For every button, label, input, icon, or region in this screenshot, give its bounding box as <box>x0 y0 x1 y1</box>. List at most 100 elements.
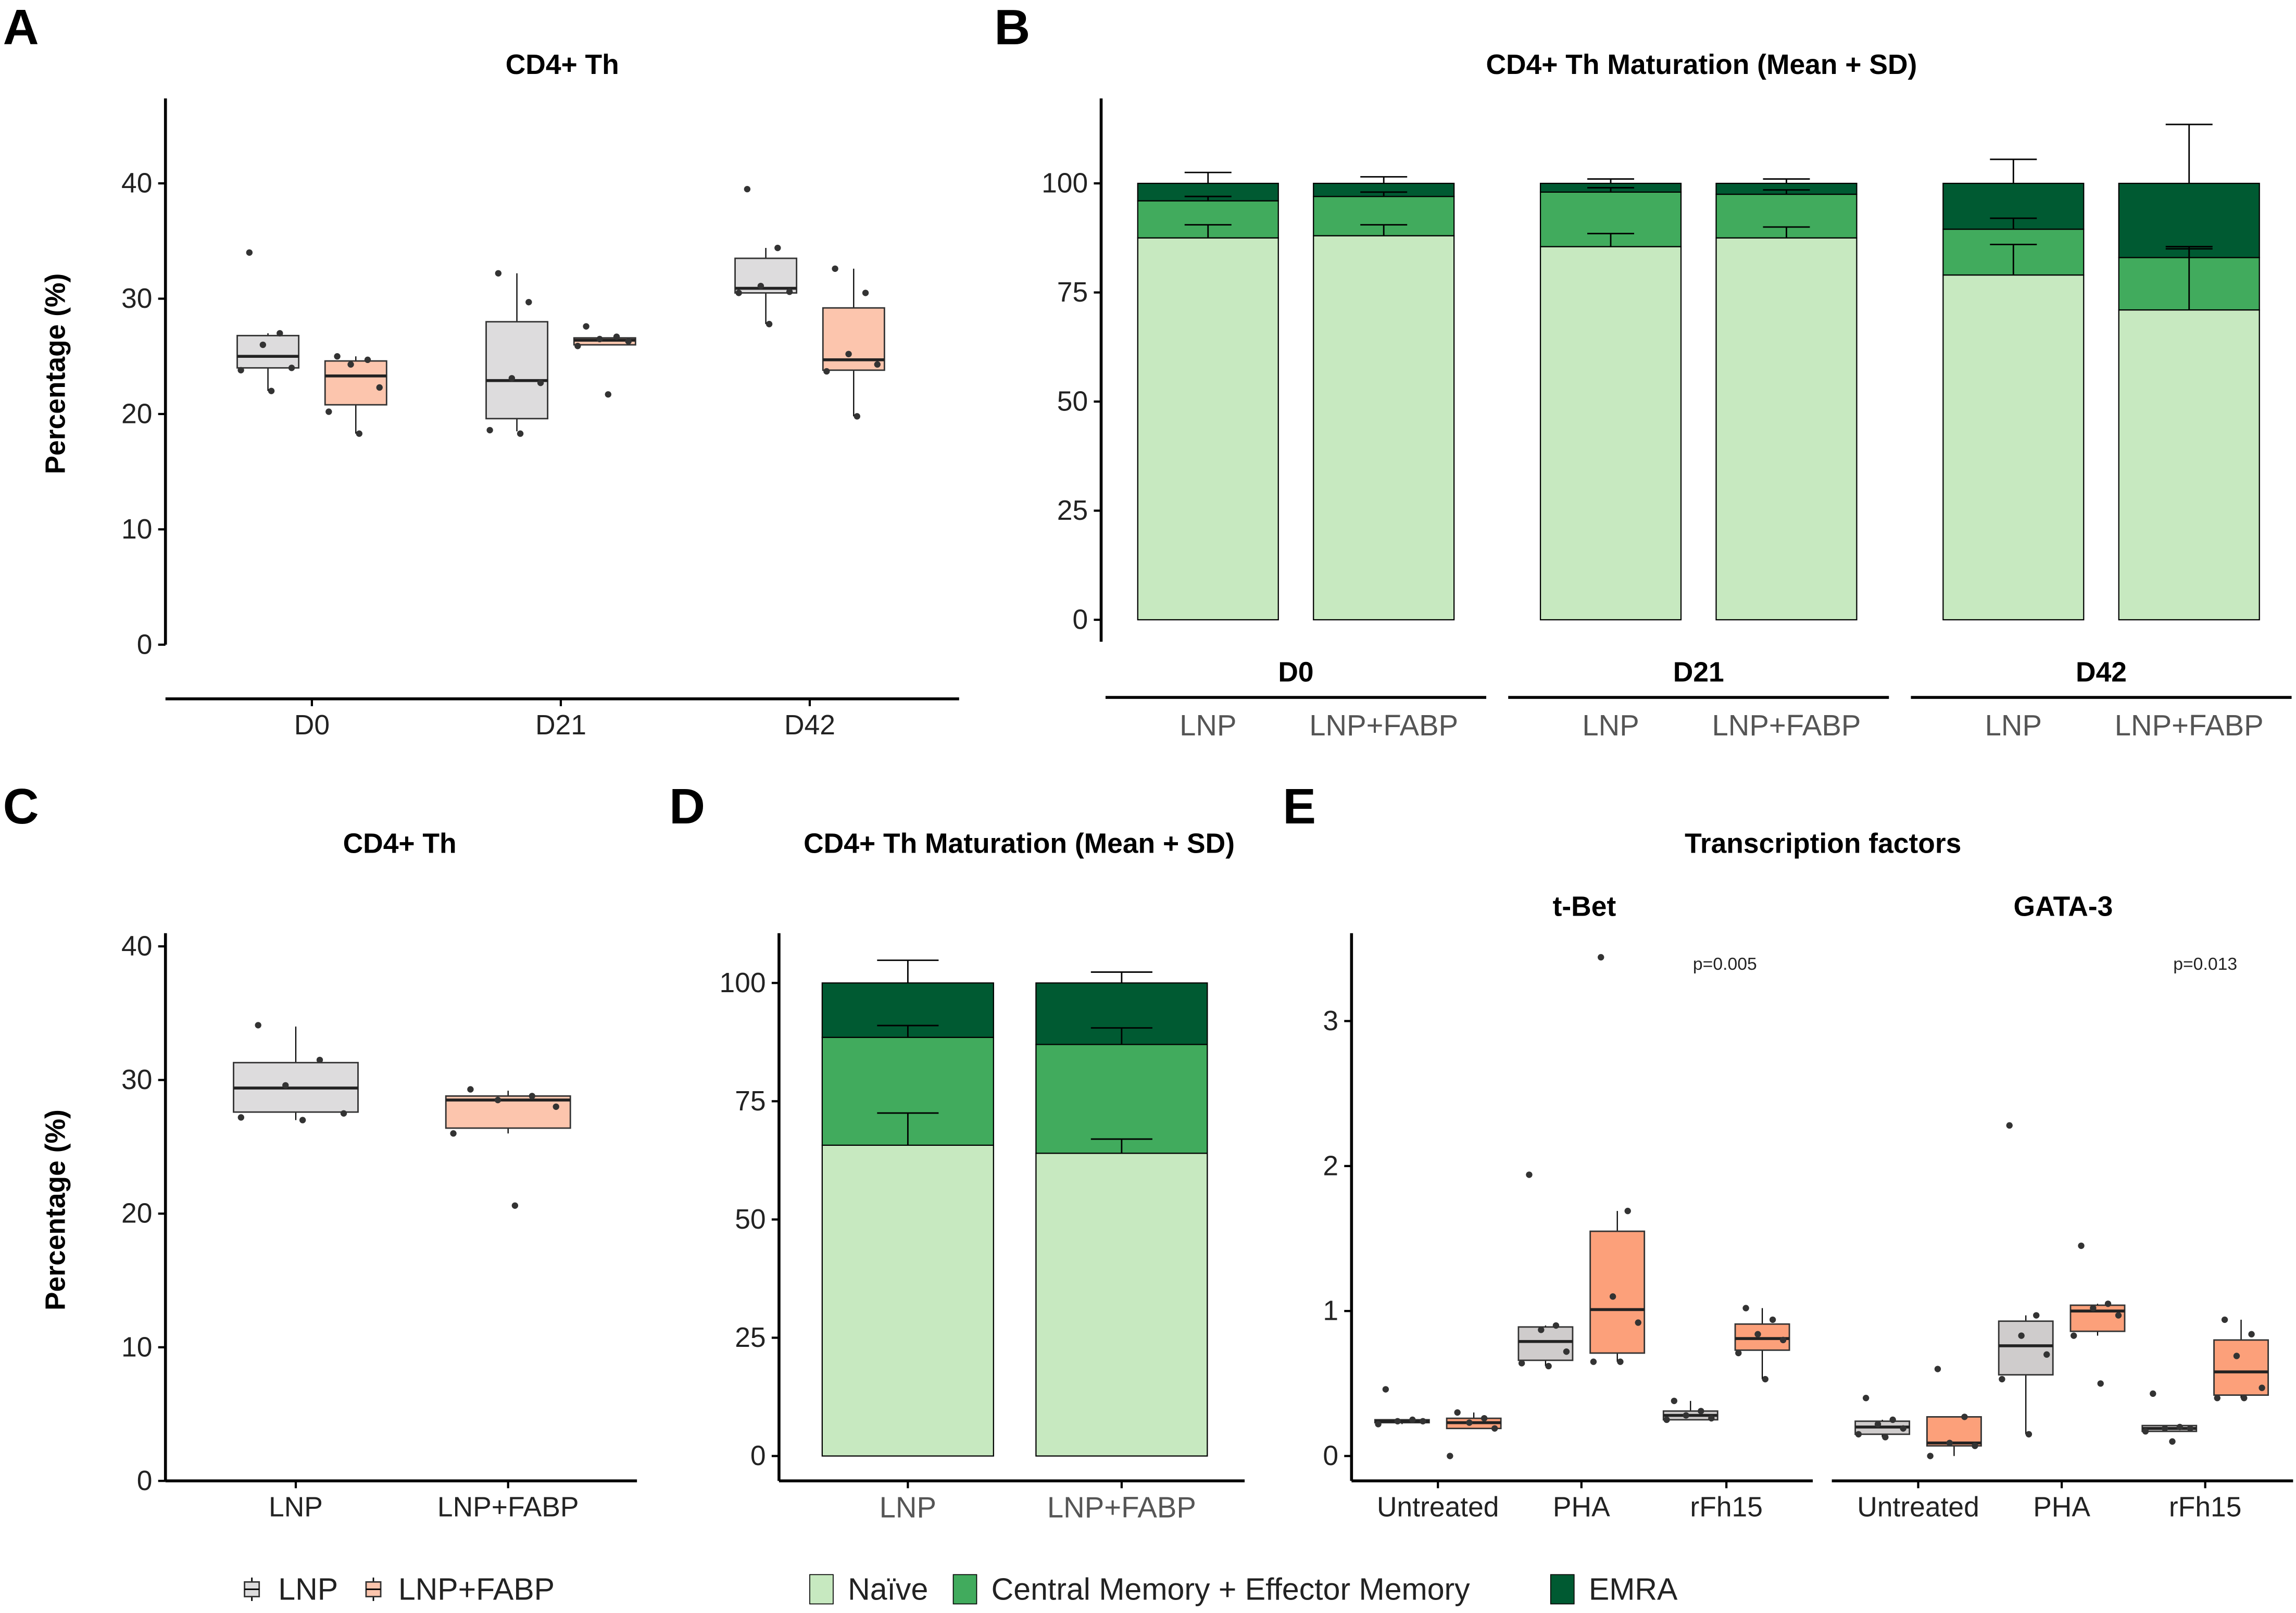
data-point <box>1409 1416 1416 1423</box>
y-tick-label: 25 <box>1057 495 1088 526</box>
data-point <box>1538 1327 1545 1333</box>
x-tick-label: LNP <box>1582 709 1639 742</box>
data-point <box>340 1110 347 1117</box>
data-point <box>268 387 275 394</box>
y-tick-label: 10 <box>121 1332 152 1362</box>
bar-segment <box>1942 274 2085 621</box>
chart-title: CD4+ Th Maturation (Mean + SD) <box>1486 49 1917 80</box>
data-point <box>2214 1395 2220 1402</box>
data-point <box>288 365 295 371</box>
bar-segment <box>1035 1153 1208 1457</box>
data-point <box>2043 1351 2050 1358</box>
x-tick-label: LNP+FABP <box>1309 709 1458 742</box>
data-point <box>1526 1171 1533 1178</box>
panel-label-e: E <box>1283 779 1316 834</box>
legend-label: Central Memory + Effector Memory <box>992 1572 1471 1606</box>
data-point <box>494 1096 501 1104</box>
data-point <box>1855 1431 1862 1437</box>
data-point <box>2221 1316 2228 1323</box>
data-point <box>237 367 244 373</box>
data-point <box>259 341 267 348</box>
data-point <box>246 249 253 256</box>
x-tick-label: Untreated <box>1857 1492 1979 1522</box>
data-point <box>786 289 793 295</box>
data-point <box>832 265 838 272</box>
x-tick-label: LNP <box>269 1492 323 1522</box>
y-tick-label: 100 <box>719 968 766 998</box>
data-point <box>1927 1453 1934 1459</box>
data-point <box>1447 1453 1453 1459</box>
x-tick-label: LNP <box>1985 709 2042 742</box>
data-point <box>1491 1425 1498 1432</box>
data-point <box>1698 1408 1704 1415</box>
box <box>236 334 300 369</box>
group-label: D21 <box>1673 657 1724 688</box>
data-point <box>1779 1336 1787 1344</box>
data-point <box>823 368 830 375</box>
data-point <box>347 361 354 368</box>
data-point <box>364 356 371 364</box>
data-point <box>1972 1442 1978 1449</box>
box <box>1589 1230 1646 1354</box>
y-tick-label: 0 <box>750 1441 766 1471</box>
data-point <box>766 321 773 328</box>
data-point <box>237 1114 245 1121</box>
box <box>2069 1304 2126 1332</box>
data-point <box>1862 1395 1870 1402</box>
y-axis-label: Percentage (%) <box>40 1109 71 1310</box>
data-point <box>2233 1353 2240 1359</box>
y-tick-label: 2 <box>1323 1151 1338 1181</box>
chart-title: CD4+ Th Maturation (Mean + SD) <box>804 829 1235 859</box>
data-point <box>1375 1421 1382 1428</box>
data-point <box>1466 1419 1473 1426</box>
y-tick-label: 0 <box>1323 1441 1338 1471</box>
data-point <box>2150 1390 2156 1397</box>
bar-segment <box>821 1036 994 1146</box>
data-point <box>1617 1358 1624 1365</box>
data-point <box>277 330 283 337</box>
data-point <box>450 1130 457 1137</box>
data-point <box>495 270 502 277</box>
data-point <box>1946 1440 1953 1446</box>
x-tick-label: LNP <box>880 1491 936 1523</box>
box <box>1998 1320 2054 1376</box>
data-point <box>583 323 589 330</box>
box <box>324 360 387 406</box>
x-tick-label: D42 <box>784 710 835 741</box>
y-tick-label: 50 <box>1057 386 1088 417</box>
data-point <box>2115 1312 2122 1319</box>
data-point <box>845 351 852 357</box>
data-point <box>757 282 764 290</box>
bar-segment <box>2118 309 2260 621</box>
y-tick-label: 40 <box>121 931 152 962</box>
data-point <box>1882 1434 1889 1441</box>
data-point <box>2162 1425 2168 1432</box>
data-point <box>1754 1331 1761 1337</box>
legend-label: EMRA <box>1589 1572 1678 1606</box>
data-point <box>2018 1332 2025 1339</box>
box <box>485 321 549 420</box>
data-point <box>255 1022 261 1029</box>
data-point <box>356 430 362 437</box>
data-point <box>574 343 581 349</box>
data-point <box>2071 1332 2077 1339</box>
legend-swatch <box>809 1574 834 1605</box>
chart-title: CD4+ Th <box>506 49 619 80</box>
y-tick-label: 100 <box>1042 168 1088 199</box>
bar-segment <box>821 1144 994 1457</box>
data-point <box>1598 954 1604 961</box>
y-tick-label: 40 <box>121 168 152 199</box>
data-point <box>605 391 611 398</box>
x-tick-label: Untreated <box>1377 1492 1499 1522</box>
data-point <box>376 384 383 391</box>
x-tick-label: LNP <box>1180 709 1236 742</box>
x-tick-label: D21 <box>535 710 586 741</box>
data-point <box>1769 1316 1776 1323</box>
legend-label: LNP <box>278 1572 338 1606</box>
data-point <box>744 185 751 193</box>
data-point <box>874 361 881 368</box>
data-point <box>1454 1409 1461 1416</box>
legend-label: Naïve <box>848 1572 928 1606</box>
data-point <box>2169 1438 2176 1445</box>
data-point <box>2078 1242 2085 1249</box>
